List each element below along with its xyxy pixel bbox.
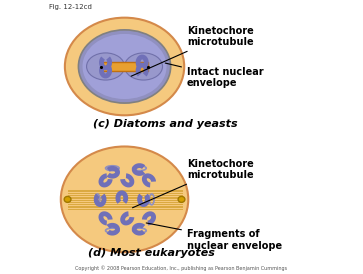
Ellipse shape [64,196,71,202]
Ellipse shape [65,18,184,115]
Text: Fragments of
nuclear envelope: Fragments of nuclear envelope [146,223,282,251]
Ellipse shape [82,34,167,99]
Ellipse shape [178,196,185,202]
Text: Fig. 12-12cd: Fig. 12-12cd [49,4,91,10]
Text: Copyright © 2008 Pearson Education, Inc., publishing as Pearson Benjamin Cumming: Copyright © 2008 Pearson Education, Inc.… [76,266,287,271]
Text: Kinetochore
microtubule: Kinetochore microtubule [131,26,254,76]
Text: (d) Most eukaryotes: (d) Most eukaryotes [88,248,215,258]
Bar [102,62,148,71]
Ellipse shape [61,147,188,252]
Ellipse shape [125,53,163,80]
Ellipse shape [86,53,125,80]
Text: Intact nuclear
envelope: Intact nuclear envelope [165,63,264,88]
Text: Kinetochore
microtubule: Kinetochore microtubule [132,159,254,208]
Ellipse shape [78,30,171,103]
Text: (c) Diatoms and yeasts: (c) Diatoms and yeasts [93,119,238,129]
